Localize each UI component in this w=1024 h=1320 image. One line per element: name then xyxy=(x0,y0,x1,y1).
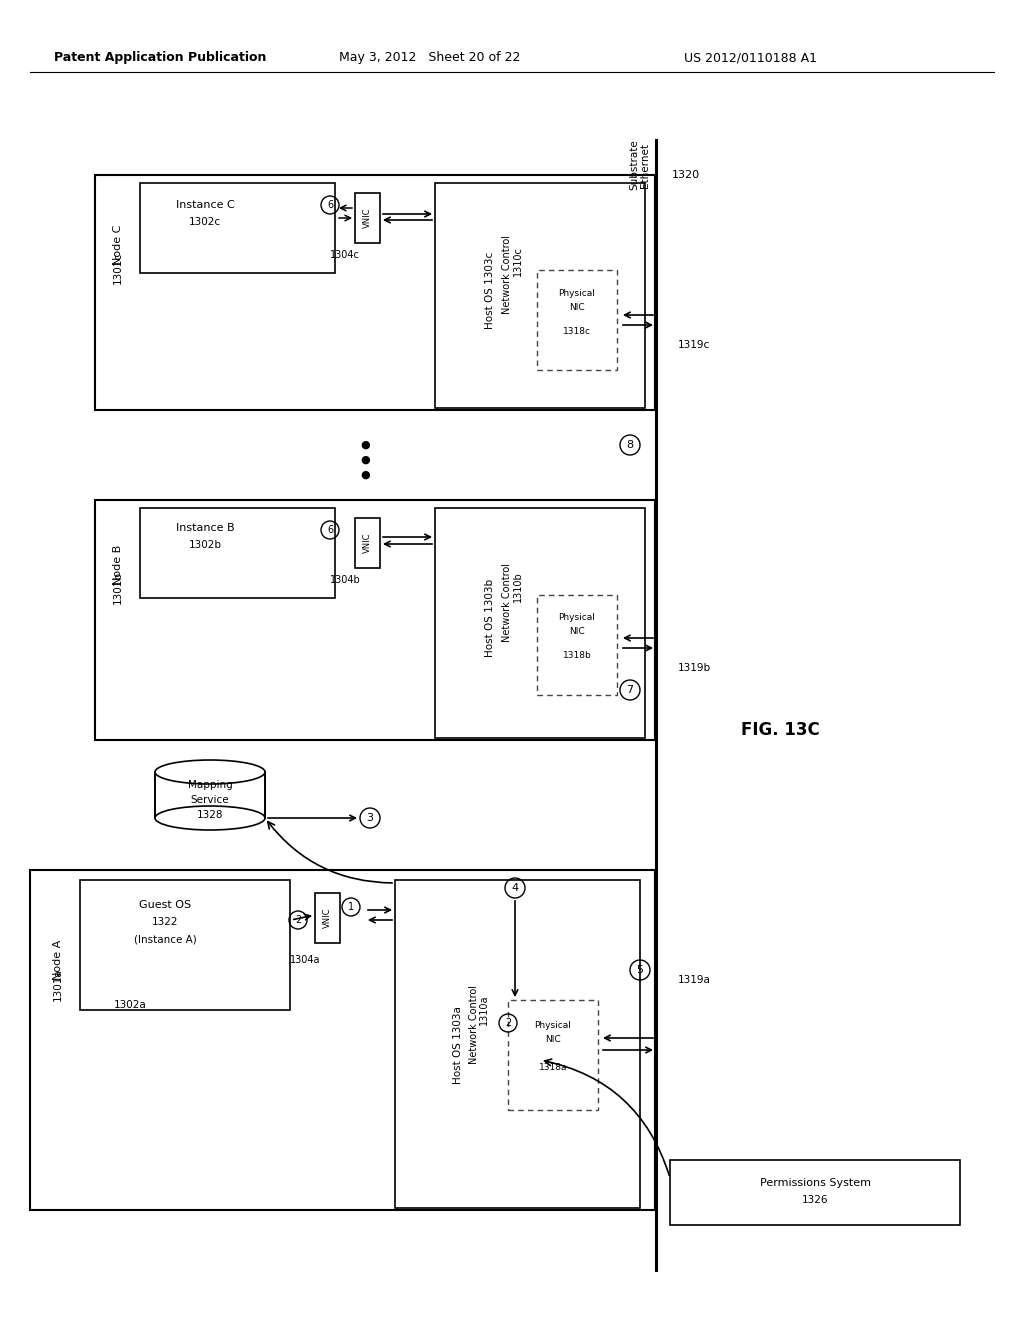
Text: 1319a: 1319a xyxy=(678,975,711,985)
Text: Ethernet: Ethernet xyxy=(640,143,650,187)
Text: Host OS 1303c: Host OS 1303c xyxy=(485,251,495,329)
FancyArrowPatch shape xyxy=(268,821,392,883)
Text: VNIC: VNIC xyxy=(362,207,372,228)
Text: FIG. 13C: FIG. 13C xyxy=(740,721,819,739)
Text: Instance C: Instance C xyxy=(176,201,234,210)
Text: 1328: 1328 xyxy=(197,810,223,820)
Text: NIC: NIC xyxy=(545,1035,561,1044)
Text: 1310b: 1310b xyxy=(513,572,523,602)
Text: May 3, 2012   Sheet 20 of 22: May 3, 2012 Sheet 20 of 22 xyxy=(339,51,520,65)
Bar xyxy=(140,183,335,273)
Text: Physical: Physical xyxy=(558,614,595,623)
Ellipse shape xyxy=(155,760,265,784)
Text: 4: 4 xyxy=(511,883,518,894)
Text: 7: 7 xyxy=(627,685,634,696)
Text: Network Control: Network Control xyxy=(502,235,512,314)
Bar xyxy=(355,517,380,568)
Text: 2: 2 xyxy=(295,915,301,925)
Text: ●: ● xyxy=(360,440,370,450)
Text: Node A: Node A xyxy=(53,940,63,981)
Text: Guest OS: Guest OS xyxy=(139,900,191,909)
Bar xyxy=(537,595,617,696)
Text: NIC: NIC xyxy=(569,302,585,312)
Bar xyxy=(670,1160,961,1225)
Text: Host OS 1303a: Host OS 1303a xyxy=(453,1006,463,1084)
Text: 2: 2 xyxy=(505,1018,511,1028)
Bar xyxy=(315,894,340,942)
Text: 1322: 1322 xyxy=(152,917,178,927)
Text: 1310c: 1310c xyxy=(513,246,523,276)
Text: 5: 5 xyxy=(637,965,643,975)
Text: 3: 3 xyxy=(367,813,374,822)
Text: Patent Application Publication: Patent Application Publication xyxy=(54,51,266,65)
Text: Instance B: Instance B xyxy=(176,523,234,533)
Text: Service: Service xyxy=(190,795,229,805)
Text: 1319c: 1319c xyxy=(678,341,711,350)
Text: 1319b: 1319b xyxy=(678,663,711,673)
Text: Network Control: Network Control xyxy=(469,986,479,1064)
Text: Substrate: Substrate xyxy=(629,140,639,190)
Text: 1304c: 1304c xyxy=(330,249,360,260)
Text: 1301a: 1301a xyxy=(53,969,63,1002)
Text: (Instance A): (Instance A) xyxy=(133,935,197,945)
Text: 1302a: 1302a xyxy=(114,1001,146,1010)
Text: 1304b: 1304b xyxy=(330,576,360,585)
Bar xyxy=(435,183,645,408)
Text: Network Control: Network Control xyxy=(502,562,512,642)
Text: Physical: Physical xyxy=(558,289,595,297)
Bar xyxy=(140,508,335,598)
Text: 1301c: 1301c xyxy=(113,252,123,284)
Text: Node C: Node C xyxy=(113,224,123,265)
Text: 1304a: 1304a xyxy=(290,954,321,965)
Text: 1318c: 1318c xyxy=(563,327,591,337)
Text: NIC: NIC xyxy=(569,627,585,636)
Text: 8: 8 xyxy=(627,440,634,450)
Text: US 2012/0110188 A1: US 2012/0110188 A1 xyxy=(683,51,816,65)
Text: Permissions System: Permissions System xyxy=(760,1177,870,1188)
Bar xyxy=(355,193,380,243)
Bar xyxy=(30,870,655,1210)
Text: Mapping: Mapping xyxy=(187,780,232,789)
Text: 1318b: 1318b xyxy=(562,652,592,660)
Bar xyxy=(537,271,617,370)
Bar xyxy=(395,880,640,1208)
Text: ●: ● xyxy=(360,455,370,465)
Text: 1320: 1320 xyxy=(672,170,700,180)
Text: 6: 6 xyxy=(327,525,333,535)
Bar xyxy=(95,500,655,741)
Text: Node B: Node B xyxy=(113,545,123,585)
FancyArrowPatch shape xyxy=(545,1059,669,1175)
Text: Physical: Physical xyxy=(535,1020,571,1030)
Text: 1318a: 1318a xyxy=(539,1064,567,1072)
Bar xyxy=(155,772,265,818)
Text: VNIC: VNIC xyxy=(362,533,372,553)
Bar xyxy=(435,508,645,738)
Text: 1301b: 1301b xyxy=(113,572,123,605)
Text: 1326: 1326 xyxy=(802,1195,828,1205)
Text: 1: 1 xyxy=(348,902,354,912)
Text: VNIC: VNIC xyxy=(323,908,332,928)
Text: 1302b: 1302b xyxy=(188,540,221,550)
Text: 1310a: 1310a xyxy=(479,995,489,1026)
Bar xyxy=(80,880,290,1010)
Ellipse shape xyxy=(155,807,265,830)
Text: 1302c: 1302c xyxy=(189,216,221,227)
Text: 6: 6 xyxy=(327,201,333,210)
Bar xyxy=(95,176,655,411)
Text: Host OS 1303b: Host OS 1303b xyxy=(485,579,495,657)
Text: ●: ● xyxy=(360,470,370,480)
Bar xyxy=(508,1001,598,1110)
